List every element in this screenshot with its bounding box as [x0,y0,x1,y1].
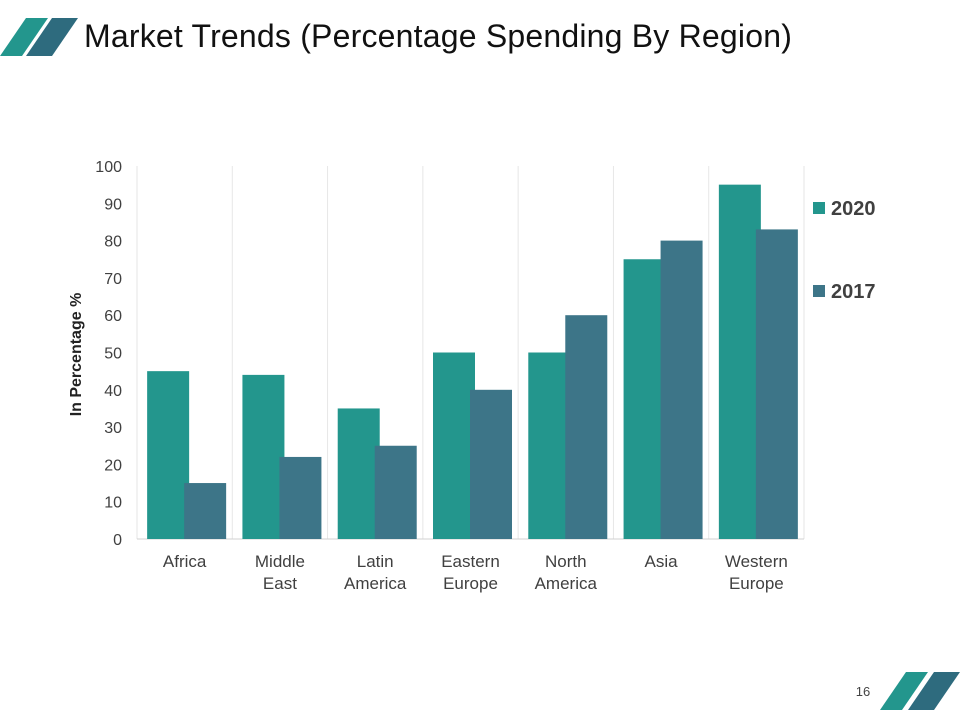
legend-swatch-2017 [813,285,825,297]
y-tick-label: 10 [104,495,122,512]
y-tick-label: 90 [104,196,122,213]
slide-title: Market Trends (Percentage Spending By Re… [84,18,793,54]
x-category-label: Europe [443,574,498,593]
footer-stripes-decoration [880,672,960,710]
bar-2017-latin-america [374,445,417,539]
y-tick-label: 70 [104,271,122,288]
header-stripes-decoration [0,18,78,56]
bar-2017-western-europe [755,229,798,539]
y-tick-label: 50 [104,346,122,363]
x-category-label: Asia [645,552,679,571]
x-category-label: Western [725,552,788,571]
bar-2020-middle-east [242,374,285,539]
bar-2017-middle-east [279,456,322,539]
x-category-label: Latin [357,552,394,571]
x-category-label: North [545,552,587,571]
x-category-label: Eastern [441,552,500,571]
bar-2017-eastern-europe [470,389,512,539]
y-tick-label: 40 [104,383,122,400]
header-stripe-dark [26,18,78,56]
x-category-label: America [535,574,598,593]
y-tick-label: 30 [104,420,122,437]
x-category-label: Middle [255,552,305,571]
y-tick-label: 100 [95,159,122,176]
bar-2020-latin-america [337,408,380,539]
bar-2017-north-america [565,315,608,539]
y-tick-label: 80 [104,234,122,251]
bar-2017-asia [660,240,703,539]
bar-2017-africa [184,483,227,539]
y-axis-title: In Percentage % [68,293,85,417]
bar-2020-north-america [528,352,571,539]
footer-stripe-light [880,672,928,710]
legend-label-2017: 2017 [831,281,876,303]
bar-2020-africa [147,371,190,539]
bar-2020-asia [623,259,666,539]
legend-swatch-2020 [813,202,825,214]
x-category-label: East [263,574,297,593]
x-category-label: America [344,574,407,593]
y-tick-label: 60 [104,308,122,325]
x-category-label: Africa [163,552,207,571]
x-category-label: Europe [729,574,784,593]
footer-stripe-dark [908,672,960,710]
header-stripe-light [0,18,48,56]
page-number: 16 [855,684,871,699]
bar-2020-eastern-europe [433,352,475,539]
y-tick-label: 0 [113,532,122,549]
bar-2020-western-europe [718,184,761,539]
y-tick-label: 20 [104,457,122,474]
legend-label-2020: 2020 [831,198,876,220]
